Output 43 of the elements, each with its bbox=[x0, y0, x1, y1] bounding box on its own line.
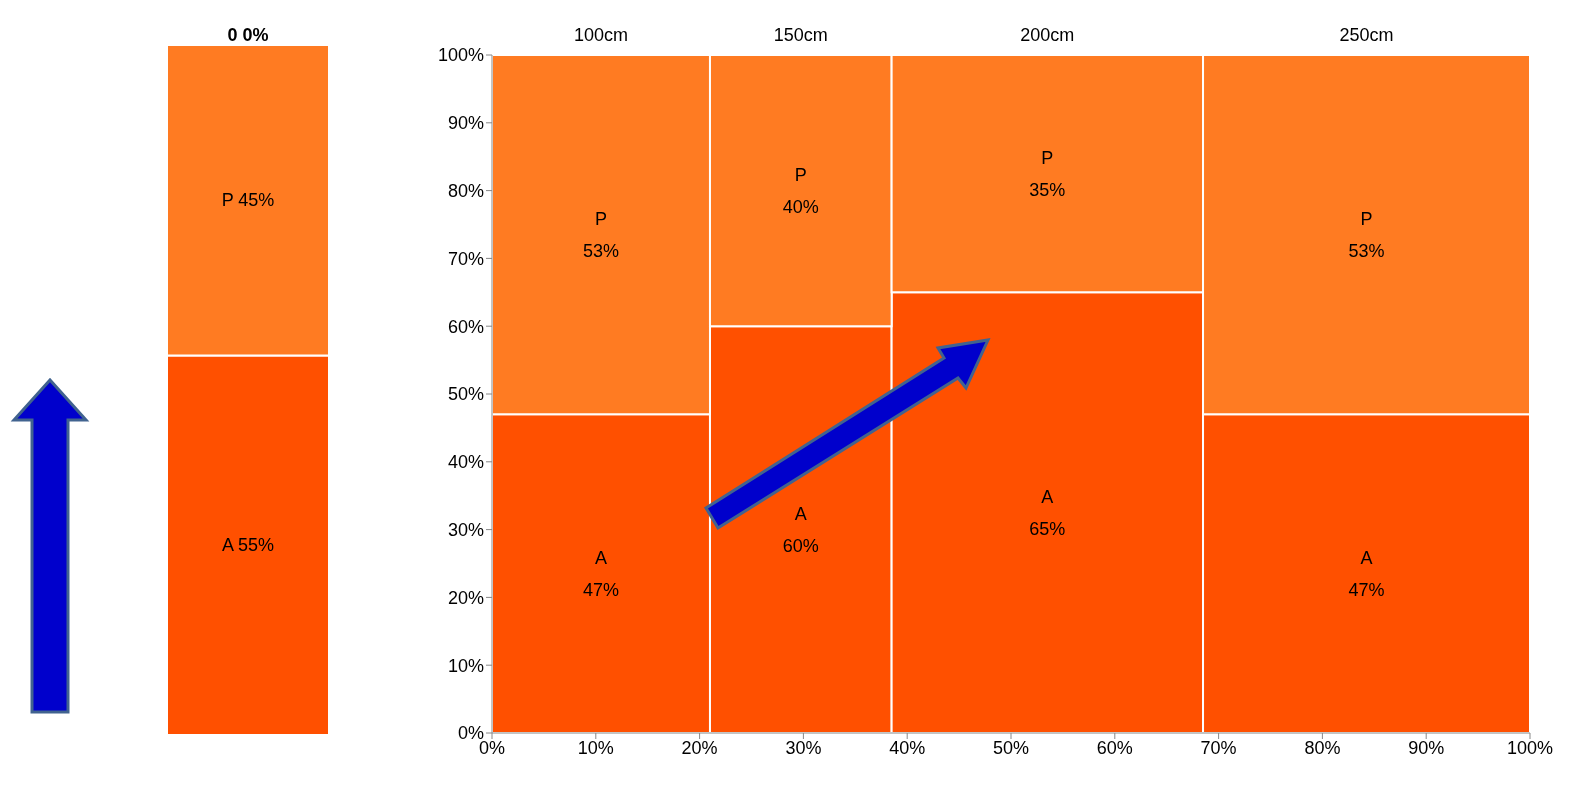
y-tick-label: 10% bbox=[447, 655, 484, 676]
x-tick-label: 10% bbox=[577, 737, 614, 758]
annotation: 150cm bbox=[773, 25, 828, 45]
annotation: 250cm bbox=[1339, 25, 1394, 45]
data-label: 47% bbox=[1348, 579, 1385, 600]
text: P bbox=[1041, 147, 1054, 168]
y-tick-label: 100% bbox=[437, 45, 484, 66]
y-tick-label: 20% bbox=[447, 587, 484, 608]
y-tick-label: 30% bbox=[447, 519, 484, 540]
data-label: 0 0% bbox=[227, 25, 269, 45]
x-tick-label: 50% bbox=[992, 737, 1030, 758]
y-tick-label: 80% bbox=[447, 180, 484, 201]
x-tick-label: 60% bbox=[1096, 737, 1133, 758]
x-tick-label: 20% bbox=[681, 737, 718, 758]
text: A bbox=[594, 547, 607, 568]
text: A bbox=[1360, 547, 1373, 568]
data-label: 40% bbox=[782, 196, 819, 217]
y-tick-label: 90% bbox=[447, 113, 484, 134]
series-label: A bbox=[794, 503, 807, 524]
annotation: 100cm bbox=[573, 25, 629, 45]
series-label: P bbox=[794, 164, 807, 185]
data-label: 65% bbox=[1029, 518, 1066, 539]
y-tick-label: 70% bbox=[447, 248, 484, 269]
data-label: 35% bbox=[1029, 179, 1066, 200]
data-label: P 45% bbox=[221, 190, 275, 211]
x-tick-label: 80% bbox=[1304, 737, 1341, 758]
text: P bbox=[594, 208, 607, 229]
data-label: A 55% bbox=[221, 535, 275, 556]
text: A bbox=[1041, 486, 1054, 507]
data-label: 47% bbox=[582, 579, 620, 600]
y-tick-label: 50% bbox=[447, 384, 484, 405]
x-tick-label: 70% bbox=[1200, 737, 1237, 758]
x-tick-label: 30% bbox=[785, 737, 822, 758]
data-label: 53% bbox=[1348, 240, 1385, 261]
y-tick-label: 40% bbox=[447, 452, 484, 473]
x-tick-label: 40% bbox=[889, 737, 926, 758]
x-tick-label: 100% bbox=[1506, 737, 1554, 758]
annotation: 200cm bbox=[1020, 25, 1075, 45]
data-label: 60% bbox=[782, 535, 819, 556]
y-tick-label: 60% bbox=[447, 316, 484, 337]
x-tick-label: 90% bbox=[1408, 737, 1445, 758]
data-label: 53% bbox=[582, 240, 620, 261]
text: P bbox=[1360, 208, 1373, 229]
